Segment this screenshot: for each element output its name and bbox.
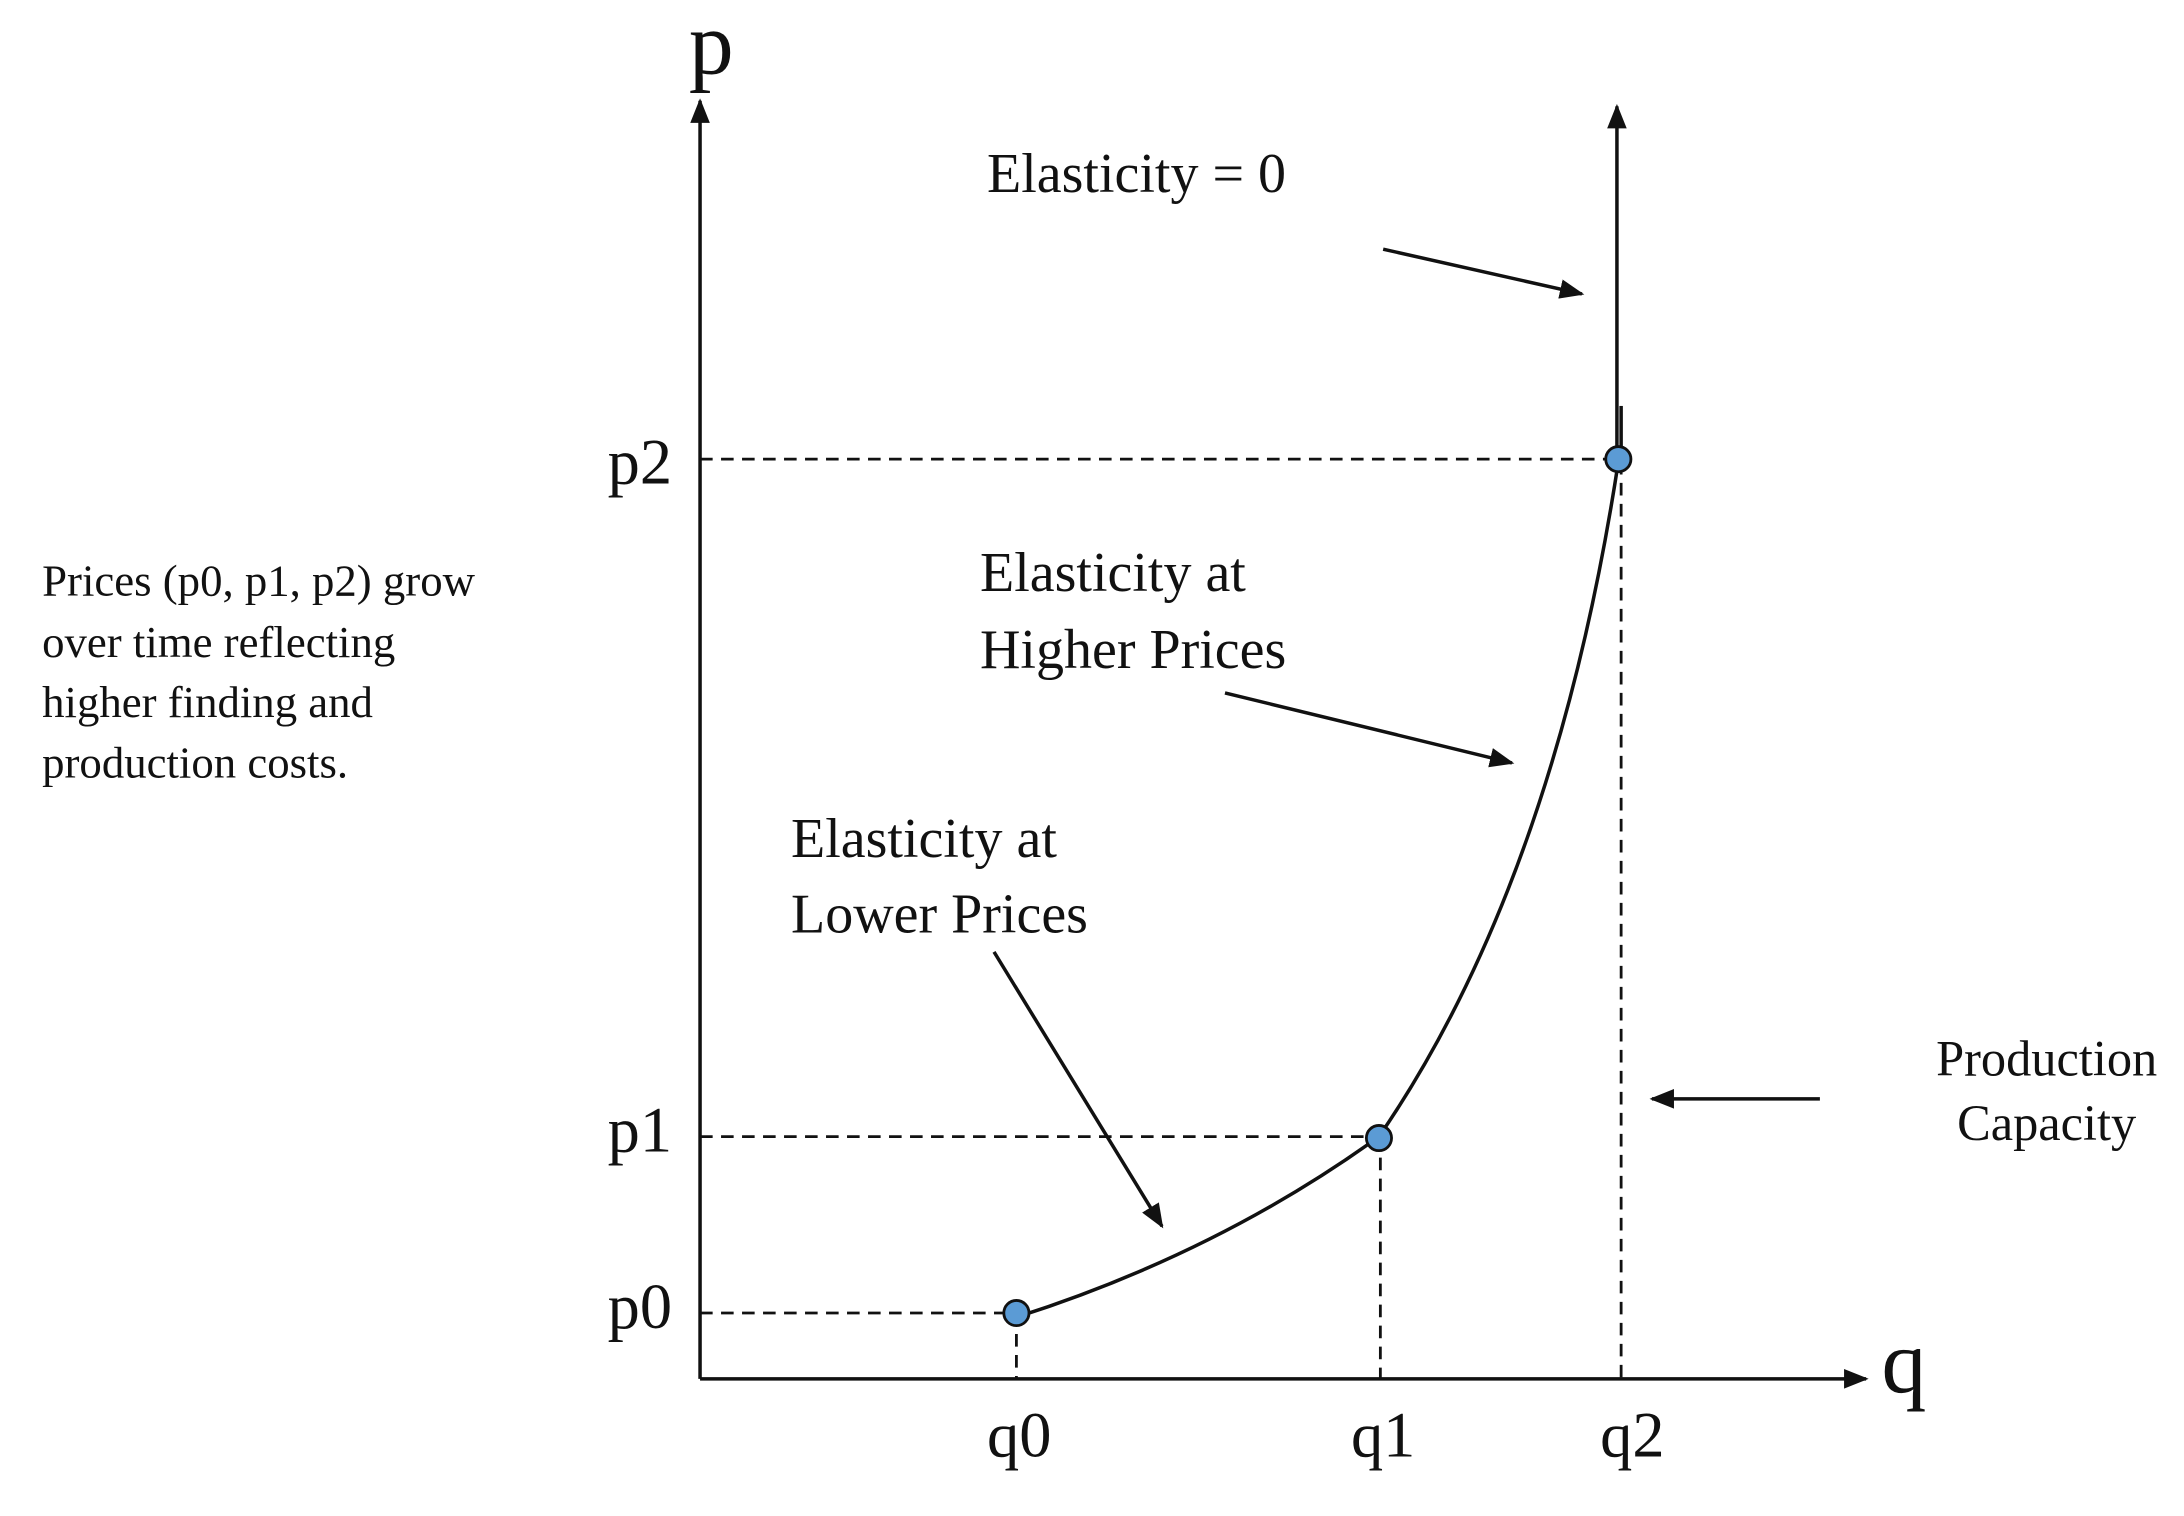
annotation: Capacity [1957,1095,2136,1151]
annotation: Higher Prices [980,619,1286,681]
y-axis-label: p [689,0,734,94]
x-axis-label: q [1881,1313,1926,1412]
arrow [1382,247,1585,299]
price-label: p0 [608,1271,672,1342]
supply-curve [1015,461,1621,1319]
quantity-label: q1 [1351,1400,1415,1471]
annotation: Elasticity = 0 [987,143,1286,205]
price-label: p2 [608,427,672,498]
point-0 [1002,1299,1031,1328]
side-text: Prices (p0, p1, p2) grow [42,555,475,605]
side-text: production costs. [42,737,348,787]
arrow [1224,691,1515,768]
arrow [992,950,1164,1229]
point-2 [1604,445,1633,474]
side-text: higher finding and [42,677,373,727]
price-label: p1 [608,1094,672,1165]
side-text: over time reflecting [42,617,395,667]
quantity-label: q0 [987,1400,1051,1471]
point-1 [1364,1124,1393,1153]
annotation: Production [1936,1030,2157,1086]
annotation: Elasticity at [980,542,1246,604]
annotation: Elasticity at [791,808,1057,870]
quantity-label: q2 [1600,1400,1664,1471]
annotation: Lower Prices [791,884,1088,946]
